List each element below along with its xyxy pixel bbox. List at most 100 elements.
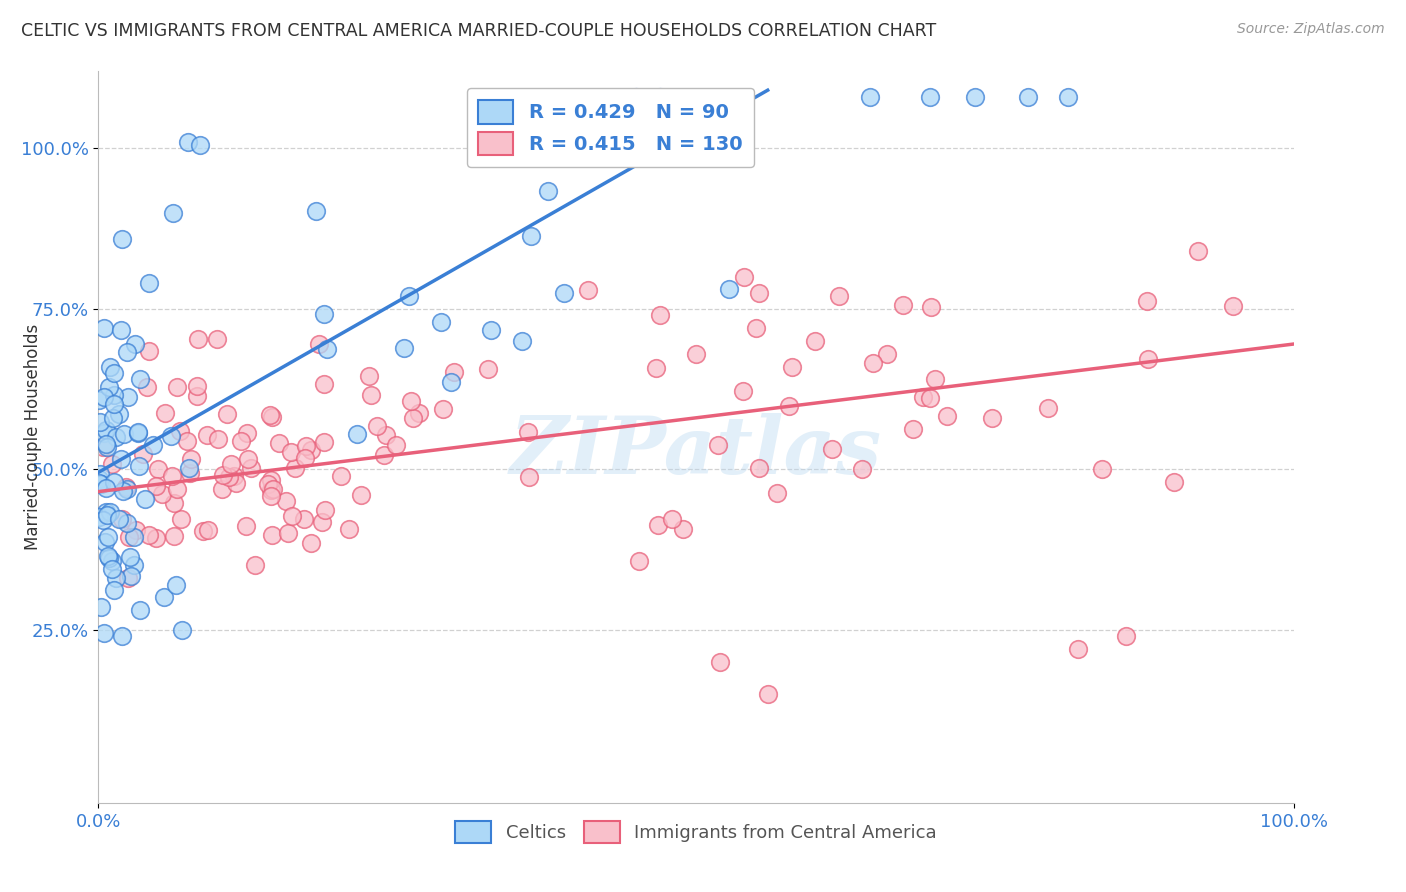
Point bbox=[1187, 244, 1209, 258]
Point bbox=[120, 569, 142, 583]
Point bbox=[510, 334, 533, 349]
Point bbox=[238, 451, 260, 466]
Point bbox=[349, 488, 371, 502]
Point bbox=[876, 346, 898, 360]
Point bbox=[1222, 299, 1244, 313]
Point bbox=[211, 483, 233, 497]
Point bbox=[89, 415, 111, 429]
Point bbox=[162, 529, 184, 543]
Point bbox=[101, 457, 124, 471]
Point bbox=[215, 407, 238, 421]
Point bbox=[862, 356, 884, 370]
Point bbox=[96, 437, 118, 451]
Point bbox=[103, 397, 125, 411]
Point bbox=[312, 307, 335, 321]
Point bbox=[124, 558, 146, 573]
Point bbox=[628, 554, 651, 568]
Point bbox=[520, 228, 543, 243]
Point bbox=[170, 512, 193, 526]
Point bbox=[430, 315, 453, 329]
Point bbox=[260, 527, 283, 541]
Point bbox=[733, 269, 755, 284]
Point bbox=[314, 434, 336, 449]
Point bbox=[440, 375, 463, 389]
Point bbox=[96, 423, 118, 437]
Point bbox=[138, 344, 160, 359]
Point bbox=[97, 530, 120, 544]
Point bbox=[118, 530, 141, 544]
Point bbox=[87, 510, 110, 524]
Point bbox=[127, 425, 149, 439]
Point bbox=[91, 440, 114, 454]
Point bbox=[402, 410, 425, 425]
Point bbox=[134, 491, 156, 506]
Point bbox=[745, 321, 768, 335]
Point bbox=[93, 391, 115, 405]
Point bbox=[153, 406, 176, 420]
Point bbox=[329, 468, 352, 483]
Point bbox=[138, 527, 160, 541]
Point bbox=[346, 426, 368, 441]
Point bbox=[111, 231, 134, 245]
Point bbox=[366, 418, 388, 433]
Point bbox=[93, 426, 115, 441]
Point bbox=[648, 90, 671, 104]
Point bbox=[120, 550, 142, 565]
Point bbox=[733, 384, 755, 398]
Point bbox=[360, 388, 382, 402]
Point bbox=[122, 530, 145, 544]
Point bbox=[115, 482, 138, 496]
Point bbox=[294, 439, 316, 453]
Point bbox=[644, 360, 666, 375]
Point bbox=[90, 477, 112, 491]
Point bbox=[647, 517, 669, 532]
Point bbox=[828, 289, 851, 303]
Point bbox=[671, 523, 693, 537]
Point bbox=[398, 289, 420, 303]
Point bbox=[187, 332, 209, 346]
Point bbox=[191, 524, 214, 539]
Point bbox=[89, 467, 111, 481]
Point bbox=[124, 337, 146, 351]
Point bbox=[111, 629, 134, 643]
Point bbox=[91, 513, 114, 527]
Point bbox=[207, 432, 229, 446]
Point bbox=[110, 323, 132, 337]
Point bbox=[766, 485, 789, 500]
Point bbox=[1017, 90, 1039, 104]
Point bbox=[225, 475, 247, 490]
Point bbox=[229, 434, 252, 448]
Point bbox=[103, 582, 125, 597]
Point bbox=[145, 479, 167, 493]
Point bbox=[517, 470, 540, 484]
Point bbox=[432, 402, 454, 417]
Point bbox=[260, 473, 283, 487]
Point bbox=[235, 519, 257, 533]
Point bbox=[1136, 294, 1159, 309]
Point bbox=[479, 323, 502, 337]
Point bbox=[1115, 629, 1137, 643]
Point bbox=[284, 461, 307, 475]
Point bbox=[87, 472, 110, 486]
Point bbox=[1057, 90, 1080, 104]
Point bbox=[707, 438, 730, 452]
Point bbox=[239, 461, 262, 475]
Point bbox=[162, 496, 184, 510]
Point bbox=[443, 365, 465, 379]
Point bbox=[920, 391, 942, 405]
Point bbox=[98, 360, 121, 375]
Point bbox=[924, 372, 946, 386]
Point bbox=[281, 509, 304, 524]
Point bbox=[197, 523, 219, 537]
Point bbox=[100, 561, 122, 575]
Point bbox=[236, 425, 259, 440]
Point bbox=[578, 283, 600, 297]
Point bbox=[778, 399, 800, 413]
Text: Married-couple Households: Married-couple Households bbox=[24, 324, 42, 550]
Point bbox=[891, 298, 914, 312]
Point bbox=[516, 425, 538, 440]
Point bbox=[115, 479, 138, 493]
Point bbox=[277, 525, 299, 540]
Point bbox=[553, 285, 575, 300]
Point bbox=[98, 505, 121, 519]
